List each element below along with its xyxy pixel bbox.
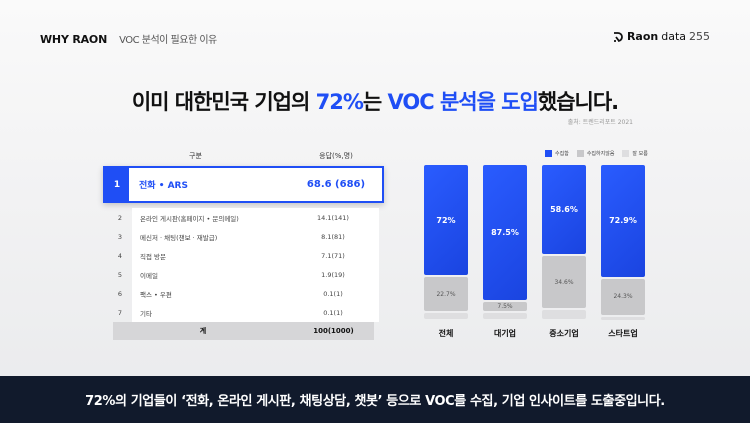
bar-segment-unknown — [483, 313, 527, 319]
bar-segment-unknown — [424, 312, 468, 319]
row-number: 6 — [117, 289, 123, 298]
category-label: 대기업 — [493, 329, 517, 338]
title-part: 는 — [362, 90, 388, 114]
legend-item: 잘 모름 — [622, 150, 648, 157]
category-label: 전체 — [438, 329, 454, 338]
total-row: 계 100(1000) — [113, 322, 374, 340]
bar-segment-unknown — [601, 316, 645, 320]
raon-logo-icon — [613, 31, 623, 42]
row-number: 2 — [117, 213, 123, 222]
title-highlight: VOC 분석을 도입 — [387, 90, 539, 114]
header-subtitle: VOC 분석이 필요한 이유 — [119, 35, 217, 46]
bar-segment-not-collected: 24.3% — [601, 278, 645, 315]
logo-text: data — [661, 30, 686, 43]
brand-label: WHY RAON — [40, 33, 108, 46]
data-label: 72% — [436, 215, 456, 225]
data-label: 24.3% — [613, 293, 633, 301]
legend-swatch — [622, 150, 630, 157]
row-number: 1 — [105, 168, 129, 201]
row-value: 14.1(141) — [287, 208, 379, 227]
bar-segment-collected: 58.6% — [542, 165, 586, 255]
bar-segment-collected: 72% — [424, 165, 468, 276]
data-label: 7.5% — [497, 302, 513, 310]
row-label: 이메일 — [132, 265, 287, 284]
row-label: 팩스 • 우편 — [132, 284, 287, 303]
row-number: 7 — [117, 308, 123, 317]
table-header: 구분 응답(%,명) — [103, 148, 384, 164]
data-label: 87.5% — [491, 227, 519, 237]
column-header: 응답(%,명) — [319, 152, 353, 160]
legend-swatch — [545, 150, 552, 157]
table-row: 6 팩스 • 우편 0.1(1) — [108, 284, 379, 303]
row-label: 전화 • ARS — [139, 181, 188, 191]
table-row: 7 기타 0.1(1) — [108, 303, 379, 322]
column-header: 구분 — [189, 152, 202, 160]
logo-number: 255 — [689, 30, 710, 43]
raondata-logo: Raon data 255 — [612, 30, 710, 43]
title-part: 이미 대한민국 기업의 — [131, 90, 316, 114]
row-value: 7.1(71) — [287, 246, 379, 265]
highlight-row: 1 전화 • ARS 68.6 (686) — [103, 166, 384, 203]
table-row: 2 온라인 게시판(홈페이지 • 문의메일) 14.1(141) — [108, 208, 379, 227]
bar-segment-collected: 87.5% — [483, 165, 527, 300]
row-label: 직접 방문 — [132, 246, 287, 265]
title-highlight: 72% — [315, 90, 364, 114]
row-number: 5 — [117, 270, 123, 279]
bar-segment-not-collected: 34.6% — [542, 256, 586, 309]
stacked-bar-chart: 72% 22.7% 전체 87.5% 7.5% 대기업 58.6% 34.6% 중소기업 72.9… — [410, 160, 660, 350]
row-label: 기타 — [132, 303, 287, 322]
logo-text-bold: Raon — [626, 30, 659, 43]
row-value: 8.1(81) — [287, 227, 379, 246]
row-label: 메신저 · 채팅(챈보 · 재발급) — [132, 227, 287, 246]
row-value: 0.1(1) — [287, 303, 379, 322]
table-row: 3 메신저 · 채팅(챈보 · 재발급) 8.1(81) — [108, 227, 379, 246]
table-row: 5 이메일 1.9(19) — [108, 265, 379, 284]
row-label: 온라인 게시판(홈페이지 • 문의메일) — [132, 208, 287, 227]
category-label: 중소기업 — [549, 329, 579, 338]
legend-item: 수집하지않음 — [576, 150, 615, 157]
row-number: 3 — [117, 232, 123, 241]
legend-label: 수집함 — [555, 151, 569, 157]
row-value: 0.1(1) — [287, 284, 379, 303]
legend-label: 잘 모름 — [632, 151, 648, 157]
bar-segment-collected: 72.9% — [601, 165, 645, 277]
legend-swatch — [576, 150, 584, 157]
page-title: 이미 대한민국 기업의 72%는 VOC 분석을 도입했습니다. — [0, 86, 750, 116]
table-row: 4 직접 방문 7.1(71) — [108, 246, 379, 265]
chart-legend: 수집함 수집하지않음 잘 모름 — [545, 150, 648, 157]
legend-item: 수집함 — [545, 150, 569, 157]
summary-banner: 72%의 기업들이 ‘전화, 온라인 게시판, 채팅상담, 챗봇’ 등으로 VO… — [0, 376, 750, 423]
row-value: 68.6 (686) — [306, 179, 366, 190]
data-label: 58.6% — [550, 205, 578, 215]
row-number: 4 — [117, 251, 123, 260]
bar-segment-not-collected: 22.7% — [424, 277, 468, 311]
data-label: 72.9% — [609, 216, 637, 226]
data-label: 34.6% — [554, 278, 574, 286]
title-part: 했습니다. — [537, 90, 619, 114]
row-value: 1.9(19) — [287, 265, 379, 284]
legend-label: 수집하지않음 — [586, 151, 615, 157]
header: WHY RAON VOC 분석이 필요한 이유 — [40, 31, 217, 46]
bar-segment-unknown — [542, 310, 586, 319]
total-label: 계 — [199, 327, 207, 335]
source-note: 출처: 트렌드리포트 2021 — [567, 119, 633, 126]
category-label: 스타트업 — [608, 329, 638, 338]
total-value: 100(1000) — [313, 327, 354, 335]
voc-channel-table: 구분 응답(%,명) 1 전화 • ARS 68.6 (686) 2 온라인 게시… — [103, 148, 384, 340]
bar-segment-not-collected: 7.5% — [483, 301, 527, 312]
data-label: 22.7% — [436, 290, 456, 298]
